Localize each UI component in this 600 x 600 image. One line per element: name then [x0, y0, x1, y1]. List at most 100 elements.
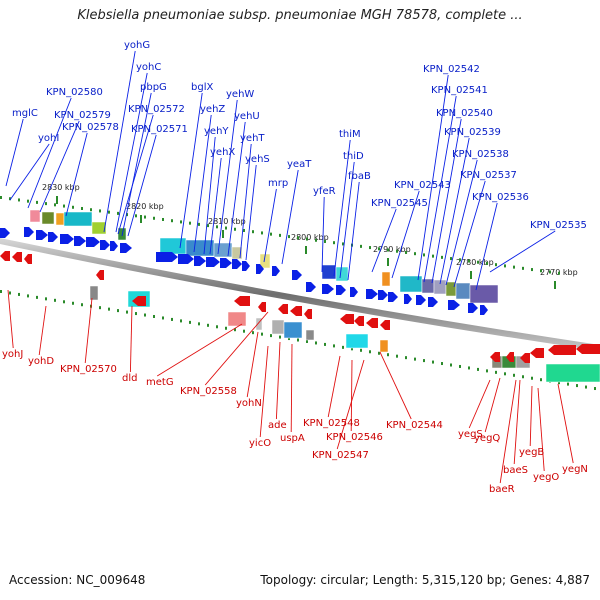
forward-gene-label[interactable]: KPN_02578 [62, 122, 119, 133]
forward-gene-arrow[interactable] [322, 284, 334, 294]
forward-gene-arrow[interactable] [36, 230, 48, 240]
forward-gene-label[interactable]: KPN_02535 [530, 220, 587, 231]
reverse-gene-label[interactable]: yegQ [474, 433, 500, 444]
forward-gene-arrow[interactable] [366, 289, 378, 299]
reverse-gene-arrow[interactable] [132, 296, 146, 306]
reverse-gene-arrow[interactable] [96, 270, 104, 280]
forward-gene-arrow[interactable] [242, 261, 250, 271]
forward-gene-label[interactable]: yehW [226, 89, 254, 100]
reverse-gene-label[interactable]: yegN [562, 464, 588, 475]
reverse-gene-arrow[interactable] [340, 314, 354, 324]
forward-gene-arrow[interactable] [388, 292, 398, 302]
forward-gene-label[interactable]: yohC [136, 62, 161, 73]
reverse-gene-arrow[interactable] [354, 316, 364, 326]
forward-gene-label[interactable]: KPN_02537 [460, 170, 517, 181]
forward-gene-arrow[interactable] [60, 234, 74, 244]
forward-gene-arrow[interactable] [110, 241, 118, 251]
forward-gene-arrow[interactable] [194, 256, 206, 266]
reverse-gene-arrow[interactable] [548, 345, 576, 355]
forward-gene-label[interactable]: KPN_02538 [452, 149, 509, 160]
forward-gene-label[interactable]: yehX [210, 147, 235, 158]
reverse-gene-label[interactable]: KPN_02547 [312, 450, 369, 461]
forward-gene-arrow[interactable] [256, 264, 264, 274]
reverse-gene-label[interactable]: metG [146, 377, 174, 388]
forward-gene-label[interactable]: KPN_02539 [444, 127, 501, 138]
forward-gene-label[interactable]: KPN_02580 [46, 87, 103, 98]
forward-gene-arrow[interactable] [378, 290, 388, 300]
reverse-gene-label[interactable]: KPN_02570 [60, 364, 117, 375]
reverse-gene-label[interactable]: baeR [489, 484, 515, 495]
reverse-gene-arrow[interactable] [490, 352, 500, 362]
forward-gene-label[interactable]: yfeR [313, 186, 336, 197]
forward-gene-arrow[interactable] [24, 227, 34, 237]
reverse-gene-label[interactable]: yohD [28, 356, 54, 367]
forward-gene-label[interactable]: KPN_02540 [436, 108, 493, 119]
forward-gene-arrow[interactable] [416, 295, 426, 305]
reverse-gene-arrow[interactable] [304, 309, 312, 319]
forward-gene-arrow[interactable] [448, 300, 460, 310]
forward-gene-label[interactable]: yehZ [200, 104, 225, 115]
forward-gene-arrow[interactable] [100, 240, 110, 250]
forward-gene-arrow[interactable] [272, 266, 280, 276]
forward-gene-label[interactable]: yehS [245, 154, 270, 165]
forward-gene-label[interactable]: mglC [12, 108, 38, 119]
forward-gene-label[interactable]: thiD [343, 151, 364, 162]
forward-gene-arrow[interactable] [292, 270, 302, 280]
forward-gene-arrow[interactable] [156, 252, 178, 262]
forward-gene-arrow[interactable] [0, 228, 10, 238]
reverse-gene-arrow[interactable] [506, 352, 514, 362]
reverse-gene-label[interactable]: KPN_02546 [326, 432, 383, 443]
reverse-gene-label[interactable]: yegO [533, 472, 559, 483]
reverse-gene-arrow[interactable] [12, 252, 22, 262]
forward-gene-arrow[interactable] [178, 254, 194, 264]
reverse-gene-label[interactable]: uspA [280, 433, 305, 444]
forward-gene-arrow[interactable] [206, 257, 220, 267]
reverse-gene-arrow[interactable] [380, 320, 390, 330]
forward-gene-arrow[interactable] [306, 282, 316, 292]
forward-gene-label[interactable]: yeaT [287, 159, 312, 170]
forward-gene-label[interactable]: KPN_02543 [394, 180, 451, 191]
reverse-gene-arrow[interactable] [290, 306, 302, 316]
reverse-gene-arrow[interactable] [24, 254, 32, 264]
reverse-gene-label[interactable]: yegS [458, 429, 483, 440]
reverse-gene-label[interactable]: KPN_02558 [180, 386, 237, 397]
reverse-gene-label[interactable]: dld [122, 373, 137, 384]
forward-gene-arrow[interactable] [336, 285, 346, 295]
forward-gene-arrow[interactable] [428, 297, 438, 307]
reverse-gene-arrow[interactable] [520, 353, 530, 363]
reverse-gene-label[interactable]: yohN [236, 398, 262, 409]
forward-gene-label[interactable]: yohG [124, 40, 150, 51]
forward-gene-arrow[interactable] [480, 305, 488, 315]
reverse-gene-label[interactable]: KPN_02544 [386, 420, 443, 431]
forward-gene-arrow[interactable] [468, 303, 478, 313]
reverse-gene-arrow[interactable] [234, 296, 250, 306]
forward-gene-label[interactable]: yehT [240, 133, 265, 144]
forward-gene-label[interactable]: KPN_02541 [431, 85, 488, 96]
forward-gene-label[interactable]: fbaB [348, 171, 371, 182]
forward-gene-label[interactable]: bglX [191, 82, 213, 93]
reverse-gene-label[interactable]: yohJ [2, 349, 23, 360]
forward-gene-label[interactable]: KPN_02571 [131, 124, 188, 135]
forward-gene-arrow[interactable] [74, 236, 86, 246]
forward-gene-label[interactable]: KPN_02545 [371, 198, 428, 209]
reverse-gene-arrow[interactable] [258, 302, 266, 312]
reverse-gene-label[interactable]: KPN_02548 [303, 418, 360, 429]
forward-gene-label[interactable]: KPN_02542 [423, 64, 480, 75]
forward-gene-label[interactable]: thiM [339, 129, 361, 140]
forward-gene-label[interactable]: pbpG [140, 82, 167, 93]
reverse-gene-arrow[interactable] [530, 348, 544, 358]
reverse-gene-label[interactable]: yegB [519, 447, 544, 458]
forward-gene-label[interactable]: KPN_02579 [54, 110, 111, 121]
forward-gene-arrow[interactable] [404, 294, 412, 304]
forward-gene-label[interactable]: KPN_02536 [472, 192, 529, 203]
forward-gene-label[interactable]: mrp [268, 178, 288, 189]
reverse-gene-arrow[interactable] [576, 344, 600, 354]
reverse-gene-arrow[interactable] [366, 318, 378, 328]
reverse-gene-label[interactable]: ade [268, 420, 287, 431]
forward-gene-label[interactable]: yehU [234, 111, 260, 122]
forward-gene-arrow[interactable] [232, 259, 242, 269]
reverse-gene-label[interactable]: yicO [249, 438, 271, 449]
forward-gene-label[interactable]: yohI [38, 133, 59, 144]
forward-gene-arrow[interactable] [220, 258, 232, 268]
forward-gene-arrow[interactable] [86, 237, 100, 247]
